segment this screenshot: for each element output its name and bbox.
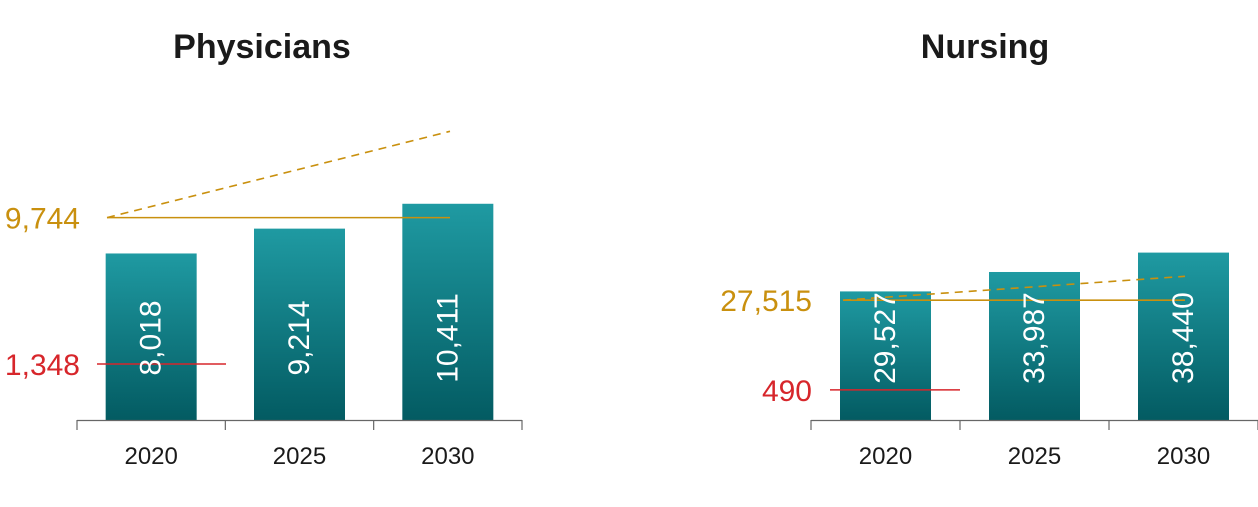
- bar: [402, 203, 494, 420]
- bar: [254, 228, 345, 420]
- bar: [989, 271, 1080, 420]
- bar-value-label: 29,527: [869, 292, 902, 384]
- reference-label: 27,515: [720, 285, 812, 318]
- reference-label: 490: [762, 375, 812, 408]
- trend-line: [106, 130, 451, 219]
- chart-title: Nursing: [921, 28, 1049, 66]
- bar-value-label: 10,411: [431, 293, 464, 383]
- chart-0: Physicians 9,744 1,348 8,018 9,214 10,411 2020…: [5, 28, 523, 470]
- bar: [105, 253, 197, 420]
- bar: [1138, 252, 1229, 420]
- x-tick-label: 2025: [273, 443, 326, 470]
- x-tick-label: 2030: [421, 443, 474, 470]
- x-tick-label: 2020: [124, 443, 177, 470]
- trend-line: [842, 275, 1186, 301]
- bar-value-label: 8,018: [135, 300, 168, 375]
- reference-label: 9,744: [5, 203, 80, 236]
- reference-label: 1,348: [5, 349, 80, 382]
- bar-value-label: 38,440: [1167, 292, 1200, 384]
- x-tick-label: 2025: [1008, 443, 1061, 470]
- x-tick-label: 2020: [859, 443, 912, 470]
- bar-value-label: 33,987: [1018, 292, 1051, 384]
- bar-value-label: 9,214: [283, 300, 316, 375]
- chart-title: Physicians: [173, 28, 351, 66]
- chart-1: Nursing 27,515 490 29,527 33,987 38,440 2020 20…: [720, 28, 1258, 470]
- x-tick-label: 2030: [1157, 443, 1210, 470]
- bar: [840, 291, 931, 420]
